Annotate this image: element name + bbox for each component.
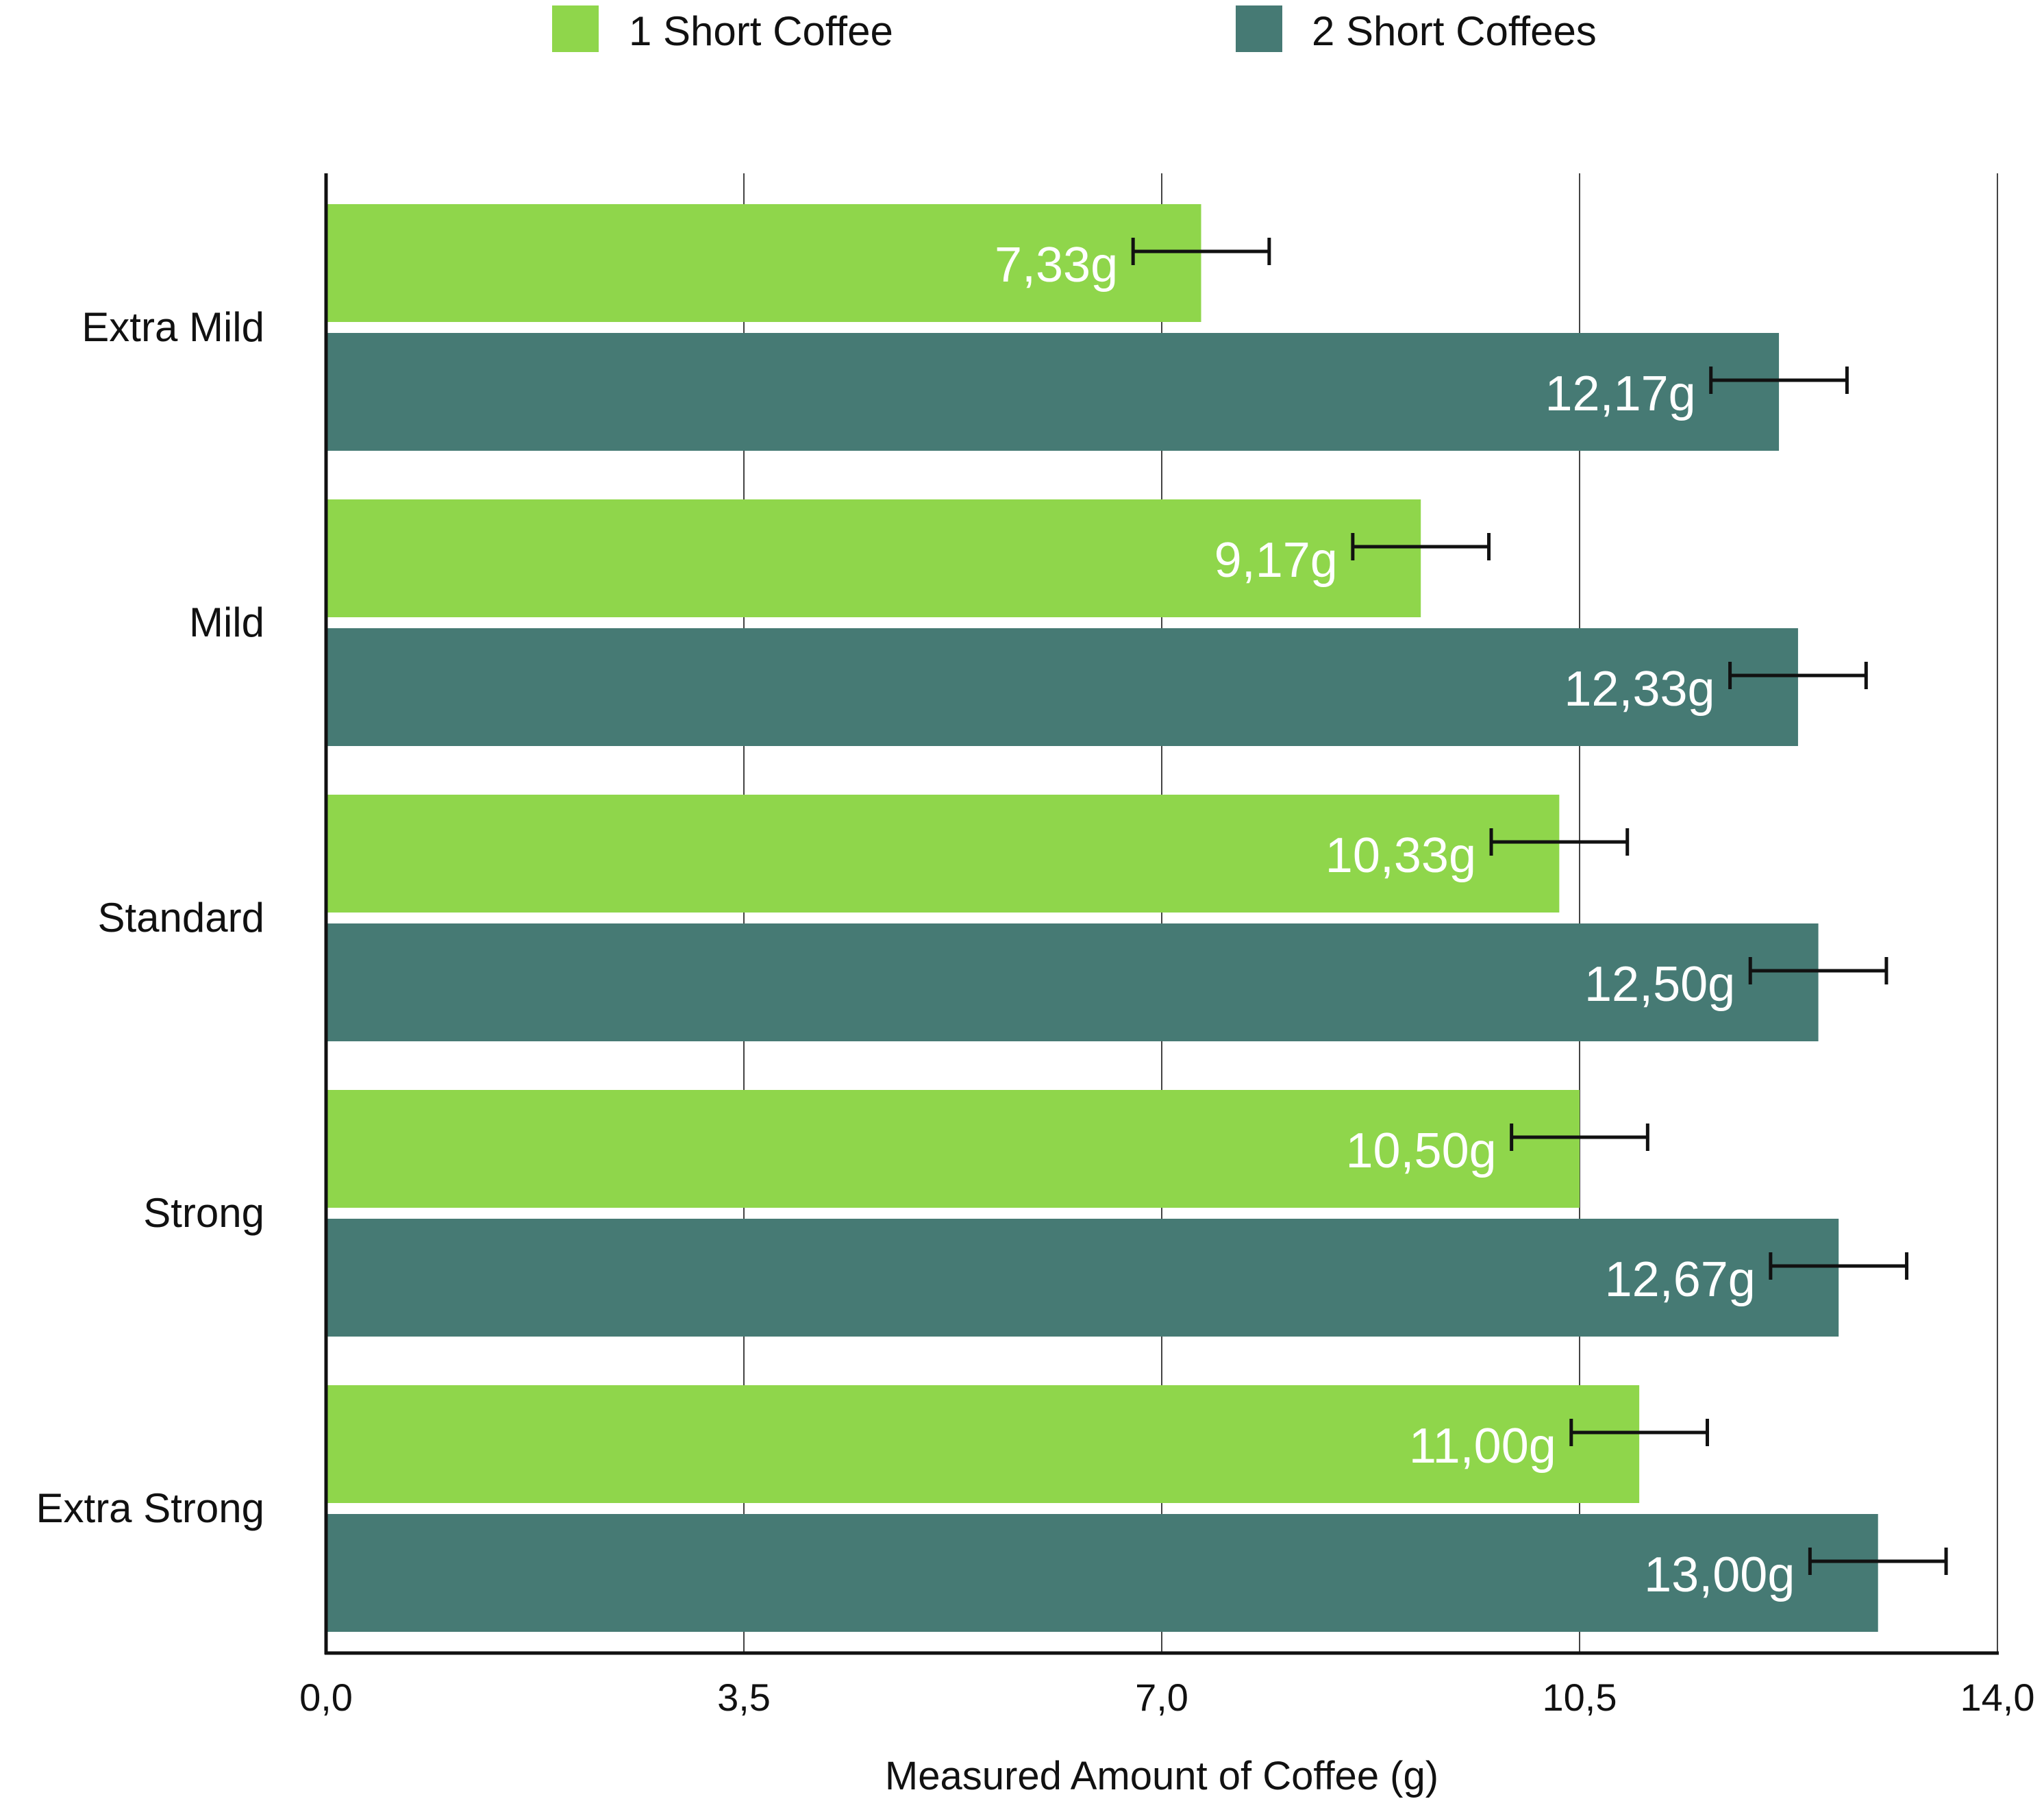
- legend-item[interactable]: 1 Short Coffee: [552, 5, 893, 54]
- error-bar: [1709, 367, 1849, 394]
- category-label: Strong: [143, 1190, 264, 1236]
- legend: 1 Short Coffee 2 Short Coffees: [552, 5, 1597, 54]
- x-tick-label: 0,0: [299, 1676, 353, 1719]
- data-labels: 7,33g 12,17g 9,17g 12,33g 10,33g 12,50g 10,50g…: [995, 238, 1795, 1602]
- category-labels: Extra Mild Mild Standard Strong Extra Strong: [36, 304, 265, 1531]
- data-label: 12,50g: [1584, 957, 1735, 1012]
- bar: [326, 795, 1560, 913]
- data-label: 12,33g: [1564, 662, 1715, 717]
- data-label: 10,33g: [1325, 828, 1476, 883]
- error-bar: [1510, 1124, 1649, 1151]
- legend-swatch: [552, 5, 599, 52]
- x-tick-labels: 0,0 3,5 7,0 10,5 14,0: [299, 1676, 2034, 1719]
- bar: [326, 333, 1780, 451]
- data-label: 13,00g: [1644, 1548, 1795, 1602]
- error-bar: [1489, 828, 1630, 856]
- legend-label: 1 Short Coffee: [629, 8, 893, 54]
- category-label: Standard: [97, 895, 264, 941]
- legend-label: 2 Short Coffees: [1312, 8, 1597, 54]
- data-label: 9,17g: [1214, 533, 1338, 588]
- bar: [326, 1514, 1878, 1632]
- legend-item[interactable]: 2 Short Coffees: [1236, 5, 1597, 54]
- category-label: Mild: [189, 599, 264, 645]
- data-label: 10,50g: [1345, 1124, 1496, 1178]
- category-label: Extra Mild: [82, 304, 264, 350]
- error-bar: [1769, 1252, 1909, 1280]
- error-bar: [1808, 1548, 1948, 1575]
- error-bar: [1728, 662, 1868, 689]
- x-axis-title: Measured Amount of Coffee (g): [885, 1754, 1438, 1798]
- bar: [326, 923, 1819, 1041]
- error-bar: [1351, 533, 1491, 560]
- data-label: 12,67g: [1605, 1252, 1756, 1307]
- data-label: 11,00g: [1409, 1419, 1556, 1474]
- bar: [326, 1090, 1580, 1208]
- data-label: 12,17g: [1545, 367, 1695, 421]
- x-tick-label: 10,5: [1543, 1676, 1617, 1719]
- axes: [324, 173, 1999, 1655]
- legend-swatch: [1236, 5, 1282, 52]
- error-bar: [1131, 238, 1271, 265]
- bar: [326, 628, 1798, 746]
- bar: [326, 1219, 1839, 1337]
- error-bar: [1748, 957, 1889, 984]
- x-tick-label: 3,5: [717, 1676, 771, 1719]
- bars: [326, 204, 1878, 1632]
- x-tick-label: 14,0: [1960, 1676, 2035, 1719]
- x-tick-label: 7,0: [1135, 1676, 1188, 1719]
- bar: [326, 1385, 1640, 1503]
- data-label: 7,33g: [995, 238, 1118, 293]
- bar: [326, 499, 1421, 617]
- error-bars: [1131, 238, 1948, 1575]
- category-label: Extra Strong: [36, 1485, 265, 1531]
- error-bar: [1569, 1419, 1709, 1446]
- bar: [326, 204, 1201, 322]
